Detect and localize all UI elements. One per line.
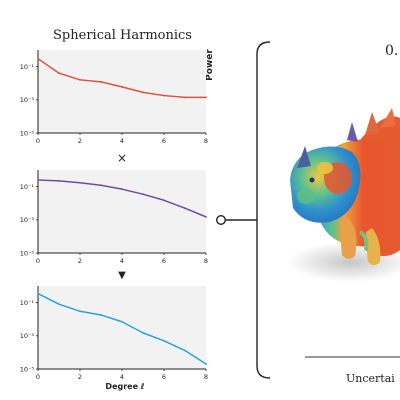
degree-axis-label: Degree ℓ <box>105 382 145 391</box>
x-tick-label: 6 <box>162 137 166 145</box>
data-point <box>205 363 207 365</box>
data-point <box>163 94 165 97</box>
data-point <box>121 85 123 88</box>
data-point <box>79 78 81 81</box>
creature-render <box>288 108 400 282</box>
spectrum-chart-1: 10⁻¹ 10⁻³ 10⁻⁵0 2 4 6 8 <box>20 50 208 145</box>
y-tick-label: 10⁻¹ <box>20 183 35 191</box>
x-tick-label: 4 <box>120 137 124 145</box>
data-point <box>205 96 207 99</box>
plot-area <box>38 170 206 253</box>
spectrum-chart-3: 10⁻¹ 10⁻³ 10⁻⁵0 2 4 6 8 <box>20 286 208 381</box>
data-point <box>58 180 60 182</box>
x-tick-label: 8 <box>204 137 208 145</box>
plot-area <box>38 50 206 133</box>
plot-area <box>38 286 206 369</box>
data-point <box>37 292 39 295</box>
data-point <box>184 96 186 99</box>
data-point <box>100 80 102 83</box>
x-tick-label: 2 <box>78 373 82 381</box>
data-point <box>142 331 144 334</box>
y-tick-label: 10⁻⁵ <box>20 365 35 373</box>
data-point <box>79 181 81 184</box>
x-tick-label: 4 <box>120 373 124 381</box>
x-tick-label: 8 <box>204 373 208 381</box>
spectrum-chart-2: 10⁻¹ 10⁻³ 10⁻⁵0 2 4 6 8 <box>20 170 208 265</box>
multiply-symbol: × <box>116 151 128 165</box>
data-point <box>205 215 207 218</box>
y-tick-label: 10⁻⁵ <box>20 249 35 257</box>
nose-horn-icon <box>297 146 311 168</box>
down-arrow-icon: ▼ <box>118 270 126 281</box>
back-spike-icon <box>380 108 396 128</box>
x-tick-label: 6 <box>162 373 166 381</box>
y-tick-label: 10⁻³ <box>20 332 35 340</box>
y-tick-label: 10⁻¹ <box>20 299 35 307</box>
x-tick-label: 0 <box>36 257 40 265</box>
x-tick-label: 2 <box>78 137 82 145</box>
y-tick-label: 10⁻³ <box>20 96 35 104</box>
leg-patch <box>358 230 369 251</box>
data-point <box>121 320 123 323</box>
x-tick-label: 6 <box>162 257 166 265</box>
figure-title: Spherical Harmonics <box>53 28 192 43</box>
colorbar-top-value: 0. <box>385 43 399 59</box>
data-point <box>58 303 60 306</box>
head-patch <box>297 188 315 204</box>
eye-icon <box>309 177 315 183</box>
data-point <box>163 339 165 342</box>
x-tick-label: 2 <box>78 257 82 265</box>
head-horn-icon <box>347 122 358 142</box>
data-point <box>142 193 144 196</box>
data-point <box>184 349 186 352</box>
front-leg <box>340 218 357 259</box>
bracket-connector <box>215 41 271 379</box>
data-point <box>79 310 81 313</box>
head-patch <box>317 162 333 174</box>
data-point <box>58 72 60 75</box>
data-point <box>37 179 39 181</box>
colorbar-label: Uncertai <box>346 372 395 385</box>
data-point <box>142 91 144 94</box>
data-point <box>184 207 186 210</box>
y-tick-label: 10⁻¹ <box>20 63 35 71</box>
connector-node <box>215 214 226 225</box>
x-tick-label: 8 <box>204 257 208 265</box>
x-tick-label: 0 <box>36 373 40 381</box>
data-point <box>163 199 165 202</box>
data-point <box>121 188 123 191</box>
data-point <box>100 184 102 187</box>
spectra-charts: 10⁻¹10⁻³10⁻⁵0 2 4 6 810⁻¹10⁻³10⁻⁵0 2 4 6 810⁻¹10… <box>20 50 208 381</box>
data-point <box>100 314 102 316</box>
data-point <box>37 57 39 60</box>
back-spike-icon <box>365 112 380 135</box>
x-tick-label: 4 <box>120 257 124 265</box>
y-tick-label: 10⁻³ <box>20 216 35 224</box>
y-tick-label: 10⁻⁵ <box>20 129 35 137</box>
rear-leg <box>366 228 381 265</box>
x-tick-label: 0 <box>36 137 40 145</box>
